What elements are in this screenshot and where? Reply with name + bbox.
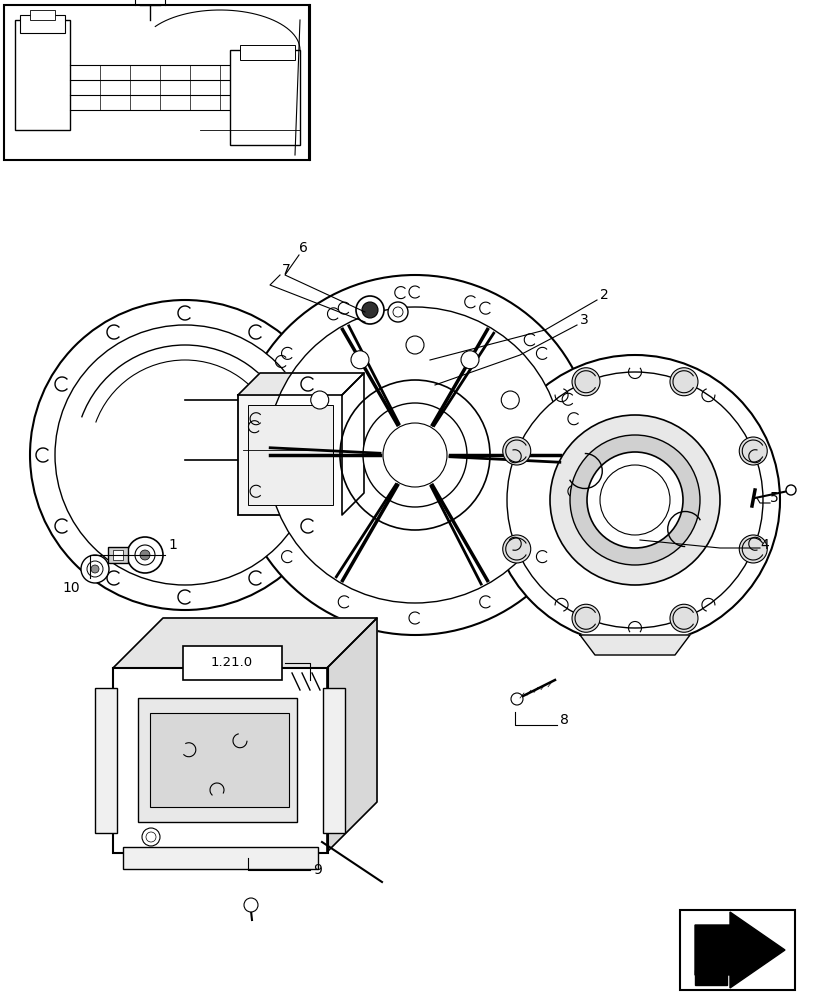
Bar [4, 5, 309, 160]
Circle shape [81, 555, 109, 583]
Circle shape [490, 355, 779, 645]
Text: 8: 8 [559, 713, 568, 727]
Text: 5: 5 [769, 491, 778, 505]
Circle shape [340, 380, 490, 530]
Polygon shape [327, 618, 377, 852]
Circle shape [142, 828, 160, 846]
Circle shape [244, 898, 258, 912]
Text: 6: 6 [299, 241, 307, 255]
Circle shape [146, 832, 156, 842]
Text: 1: 1 [168, 538, 177, 552]
Circle shape [91, 565, 99, 573]
Circle shape [135, 545, 155, 565]
Circle shape [572, 368, 600, 396]
Text: 10: 10 [62, 581, 79, 595]
Circle shape [30, 300, 340, 610]
Circle shape [669, 604, 697, 632]
Bar [30, 10, 55, 20]
Circle shape [387, 302, 408, 322]
Bar [123, 847, 318, 869]
Bar [113, 550, 123, 560]
Bar [679, 910, 794, 990]
Circle shape [87, 561, 103, 577]
Circle shape [363, 403, 467, 507]
Circle shape [600, 465, 669, 535]
Bar [95, 688, 117, 833]
Text: 7: 7 [282, 263, 291, 277]
Circle shape [569, 435, 699, 565]
Circle shape [267, 307, 563, 603]
Polygon shape [238, 373, 364, 395]
Bar [240, 45, 295, 60]
Circle shape [586, 452, 682, 548]
Bar [15, 20, 70, 130]
Circle shape [361, 302, 378, 318]
FancyBboxPatch shape [183, 646, 282, 680]
Circle shape [405, 336, 423, 354]
Text: 4: 4 [759, 538, 768, 552]
Polygon shape [695, 970, 726, 985]
Text: 3: 3 [579, 313, 588, 327]
Bar [108, 547, 128, 563]
Circle shape [392, 307, 402, 317]
Text: 2: 2 [600, 288, 608, 302]
Circle shape [506, 372, 762, 628]
Bar [113, 668, 328, 853]
Circle shape [310, 391, 328, 409]
Bar [323, 688, 345, 833]
Circle shape [235, 275, 595, 635]
Circle shape [500, 391, 518, 409]
Circle shape [140, 550, 150, 560]
Circle shape [669, 368, 697, 396]
Bar [138, 698, 296, 822]
Circle shape [382, 423, 446, 487]
Polygon shape [113, 618, 377, 668]
Circle shape [502, 437, 530, 465]
Circle shape [572, 604, 600, 632]
Text: 1.21.0: 1.21.0 [210, 656, 253, 670]
Bar [238, 395, 342, 515]
Bar [20, 15, 65, 33]
Circle shape [785, 485, 795, 495]
Circle shape [510, 693, 523, 705]
Circle shape [460, 351, 478, 369]
Polygon shape [342, 373, 364, 515]
Circle shape [355, 296, 383, 324]
Bar [229, 50, 300, 145]
Circle shape [739, 535, 767, 563]
Polygon shape [695, 912, 784, 988]
Text: 9: 9 [313, 863, 322, 877]
Bar [247, 405, 333, 505]
Circle shape [502, 535, 530, 563]
Circle shape [351, 351, 369, 369]
Circle shape [550, 415, 719, 585]
Circle shape [739, 437, 767, 465]
Bar [150, 713, 288, 807]
Circle shape [55, 325, 314, 585]
Circle shape [127, 537, 163, 573]
Polygon shape [579, 635, 689, 655]
